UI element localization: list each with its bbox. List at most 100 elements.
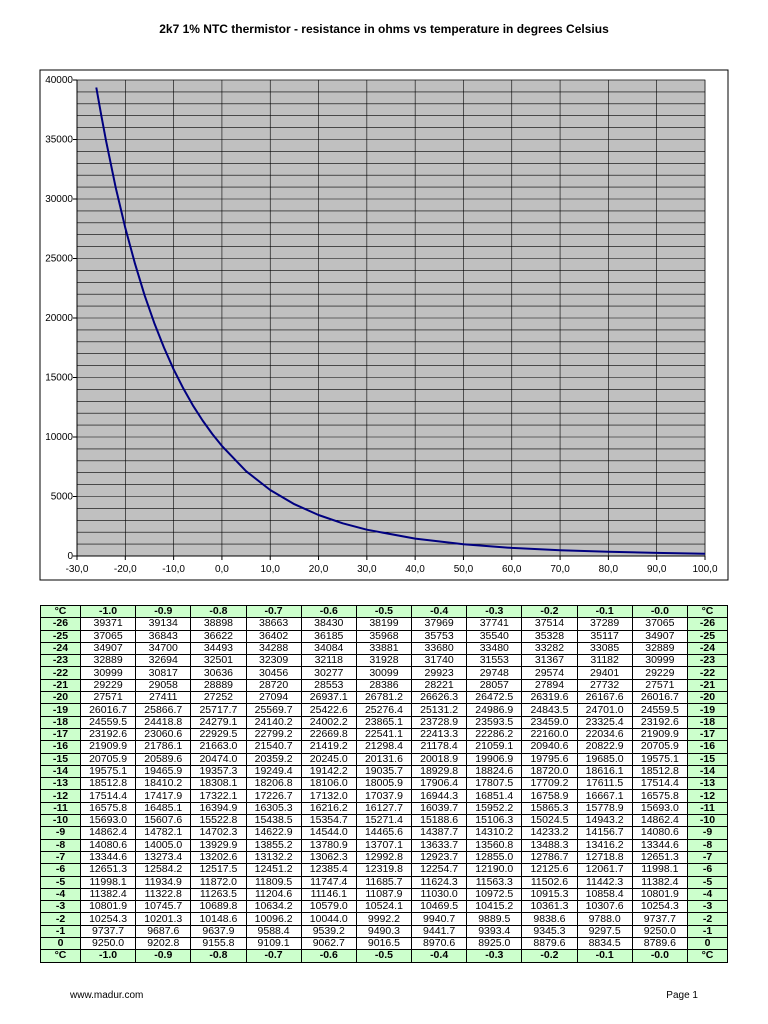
resistance-cell: 10689.8 — [190, 900, 247, 914]
resistance-cell: 18106.0 — [300, 777, 357, 791]
y-tick-label: 40000 — [45, 75, 73, 86]
resistance-cell: 19906.9 — [466, 752, 523, 766]
resistance-cell: 32694 — [135, 654, 192, 668]
resistance-table: °C -1.0 -0.9 -0.8 -0.7 -0.6 -0.5 -0.4 -0.3 -0.2 -0… — [40, 604, 728, 963]
resistance-cell: 30099 — [355, 666, 413, 680]
resistance-cell: 8834.5 — [576, 937, 633, 951]
resistance-cell: 26167.6 — [576, 691, 633, 705]
resistance-cell: 29058 — [135, 678, 192, 693]
resistance-cell: 12190.0 — [466, 863, 523, 877]
row-temperature-cell: -16 — [687, 740, 728, 754]
resistance-cell: 37514 — [521, 617, 578, 631]
resistance-cell: 14862.4 — [631, 814, 689, 828]
resistance-cell: 24140.2 — [245, 715, 302, 729]
resistance-cell: 9539.2 — [300, 924, 357, 939]
resistance-cell: 32501 — [190, 654, 247, 668]
resistance-cell: 9838.6 — [521, 912, 578, 926]
resistance-cell: 14862.4 — [79, 826, 137, 840]
resistance-cell: 15607.6 — [135, 814, 192, 828]
resistance-cell: 17807.5 — [466, 777, 523, 791]
resistance-cell: 26626.3 — [411, 691, 468, 705]
resistance-cell: 22286.2 — [466, 727, 523, 742]
resistance-cell: 12651.3 — [79, 863, 137, 877]
resistance-cell: 16575.8 — [79, 801, 137, 816]
table-row: -10 15693.0 15607.6 15522.8 15438.5 15354.7 15… — [40, 814, 728, 828]
x-tick-label: -10,0 — [162, 564, 185, 575]
resistance-cell: 31182 — [576, 654, 633, 668]
resistance-cell: 17226.7 — [245, 789, 302, 803]
y-tick-label: 10000 — [45, 432, 73, 443]
resistance-cell: 16944.3 — [411, 789, 468, 803]
row-temperature-cell: 0 — [687, 937, 728, 951]
resistance-cell: 30636 — [190, 666, 247, 680]
column-header-cell: -0.7 — [245, 949, 302, 963]
resistance-cell: 14702.3 — [190, 826, 247, 840]
x-tick-label: 70,0 — [550, 564, 570, 575]
row-temperature-cell: -4 — [40, 887, 81, 902]
resistance-cell: 34084 — [300, 641, 357, 656]
resistance-cell: 31367 — [521, 654, 578, 668]
row-temperature-cell: -22 — [687, 666, 728, 680]
resistance-cell: 20705.9 — [79, 752, 137, 766]
resistance-cell: 22413.3 — [411, 727, 468, 742]
y-tick-label: 20000 — [45, 313, 73, 324]
resistance-cell: 20474.0 — [190, 752, 247, 766]
resistance-cell: 34907 — [79, 641, 137, 656]
resistance-cell: 35117 — [576, 629, 633, 643]
resistance-cell: 9788.0 — [576, 912, 633, 926]
x-tick-label: 30,0 — [357, 564, 377, 575]
x-tick-label: 10,0 — [260, 564, 280, 575]
resistance-cell: 26781.2 — [355, 691, 413, 705]
resistance-cell: 27571 — [631, 678, 689, 693]
table-row: 0 9250.0 9202.8 9155.8 9109.1 9062.7 9016.5 897… — [40, 937, 728, 951]
resistance-cell: 13633.7 — [411, 838, 468, 852]
resistance-cell: 26472.5 — [466, 691, 523, 705]
resistance-cell: 34288 — [245, 641, 302, 656]
resistance-cell: 17037.9 — [355, 789, 413, 803]
resistance-cell: 21909.9 — [79, 740, 137, 754]
resistance-cell: 24279.1 — [190, 715, 247, 729]
row-temperature-cell: -15 — [687, 752, 728, 766]
resistance-cell: 17611.5 — [576, 777, 633, 791]
row-temperature-cell: -20 — [687, 691, 728, 705]
table-row: -17 23192.6 23060.6 22929.5 22799.2 22669.8 22… — [40, 727, 728, 742]
resistance-cell: 9588.4 — [245, 924, 302, 939]
column-header-cell: -0.2 — [521, 604, 578, 619]
resistance-cell: 20131.6 — [355, 752, 413, 766]
resistance-cell: 12584.2 — [135, 863, 192, 877]
row-temperature-cell: -23 — [40, 654, 81, 668]
resistance-cell: 26016.7 — [631, 691, 689, 705]
table-row: -12 17514.4 17417.9 17322.1 17226.7 17132.0 17… — [40, 789, 728, 803]
resistance-cell: 9109.1 — [245, 937, 302, 951]
resistance-cell: 19575.1 — [79, 764, 137, 779]
resistance-cell: 17906.4 — [411, 777, 468, 791]
resistance-cell: 35328 — [521, 629, 578, 643]
resistance-cell: 11563.3 — [466, 875, 523, 889]
resistance-cell: 9202.8 — [135, 937, 192, 951]
resistance-cell: 10096.2 — [245, 912, 302, 926]
row-temperature-cell: -26 — [687, 617, 728, 631]
resistance-cell: 15522.8 — [190, 814, 247, 828]
resistance-cell: 14544.0 — [300, 826, 357, 840]
table-row: -6 12651.3 12584.2 12517.5 12451.2 12385.4 123… — [40, 863, 728, 877]
resistance-cell: 34700 — [135, 641, 192, 656]
row-temperature-cell: -11 — [687, 801, 728, 816]
resistance-cell: 8970.6 — [411, 937, 468, 951]
resistance-cell: 25717.7 — [190, 703, 247, 717]
resistance-cell: 31928 — [355, 654, 413, 668]
resistance-cell: 10858.4 — [576, 887, 633, 902]
resistance-cell: 33881 — [355, 641, 413, 656]
resistance-cell: 14465.6 — [355, 826, 413, 840]
table-row: -4 11382.4 11322.8 11263.5 11204.6 11146.1 110… — [40, 887, 728, 902]
resistance-cell: 33085 — [576, 641, 633, 656]
table-row: -9 14862.4 14782.1 14702.3 14622.9 14544.0 144… — [40, 826, 728, 840]
resistance-cell: 27732 — [576, 678, 633, 693]
resistance-cell: 30817 — [135, 666, 192, 680]
resistance-cell: 21663.0 — [190, 740, 247, 754]
resistance-cell: 14943.2 — [576, 814, 633, 828]
resistance-cell: 21178.4 — [411, 740, 468, 754]
row-temperature-cell: -3 — [687, 900, 728, 914]
resistance-cell: 32889 — [631, 641, 689, 656]
row-temperature-cell: -25 — [687, 629, 728, 643]
resistance-cell: 18512.8 — [631, 764, 689, 779]
